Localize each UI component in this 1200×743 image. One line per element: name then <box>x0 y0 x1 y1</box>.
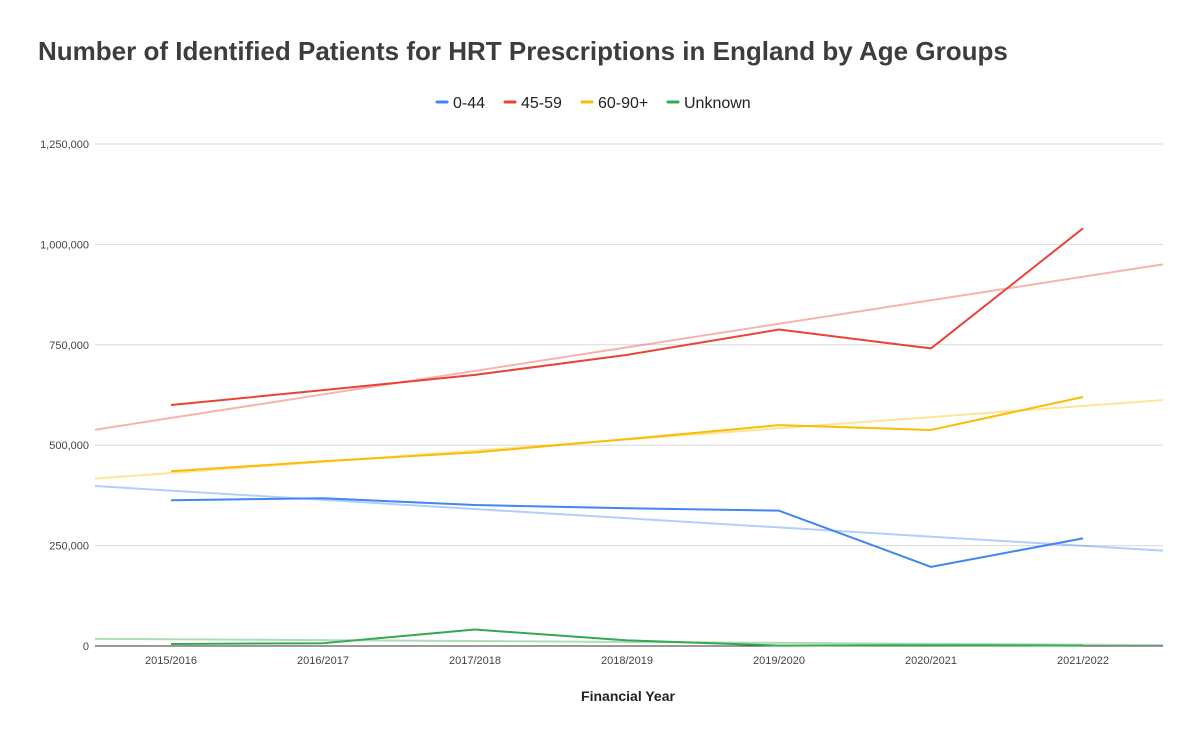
x-tick-label: 2015/2016 <box>145 655 197 667</box>
x-tick-label: 2018/2019 <box>601 655 653 667</box>
trendline-0-44 <box>94 485 1164 552</box>
legend-label: 0-44 <box>453 95 485 112</box>
y-tick-label: 750,000 <box>49 340 89 352</box>
grid-lines <box>95 143 1163 647</box>
series-lines <box>170 227 1084 647</box>
x-tick-label: 2019/2020 <box>753 655 805 667</box>
trendline-45-59 <box>94 263 1164 431</box>
x-tick-label: 2021/2022 <box>1057 655 1109 667</box>
x-tick-label: 2020/2021 <box>905 655 957 667</box>
trendlines <box>94 263 1164 647</box>
y-tick-label: 500,000 <box>49 440 89 452</box>
legend-label: 60-90+ <box>598 95 648 112</box>
series-line-60-90+ <box>170 396 1084 473</box>
y-tick-label: 1,250,000 <box>40 139 89 151</box>
series-line-Unknown <box>170 628 1084 647</box>
x-axis-ticks: 2015/2016 2016/2017 2017/2018 2018/2019 2019… <box>145 655 1109 667</box>
x-tick-label: 2017/2018 <box>449 655 501 667</box>
x-axis-title: Financial Year <box>581 688 675 704</box>
chart-title: Number of Identified Patients for HRT Pr… <box>38 36 1008 66</box>
y-tick-label: 0 <box>83 641 89 653</box>
series-line-0-44 <box>170 497 1084 568</box>
x-tick-label: 2016/2017 <box>297 655 349 667</box>
y-tick-label: 1,000,000 <box>40 239 89 251</box>
y-axis-ticks: 0 250,000 500,000 750,000 1,000,000 1,250,000 <box>40 139 89 653</box>
legend-label: Unknown <box>684 95 751 112</box>
series-line-45-59 <box>170 227 1084 407</box>
legend: 0-44 45-59 60-90+ Unknown <box>435 95 751 112</box>
legend-label: 45-59 <box>521 95 562 112</box>
y-tick-label: 250,000 <box>49 541 89 553</box>
trendline-Unknown <box>94 637 1164 647</box>
